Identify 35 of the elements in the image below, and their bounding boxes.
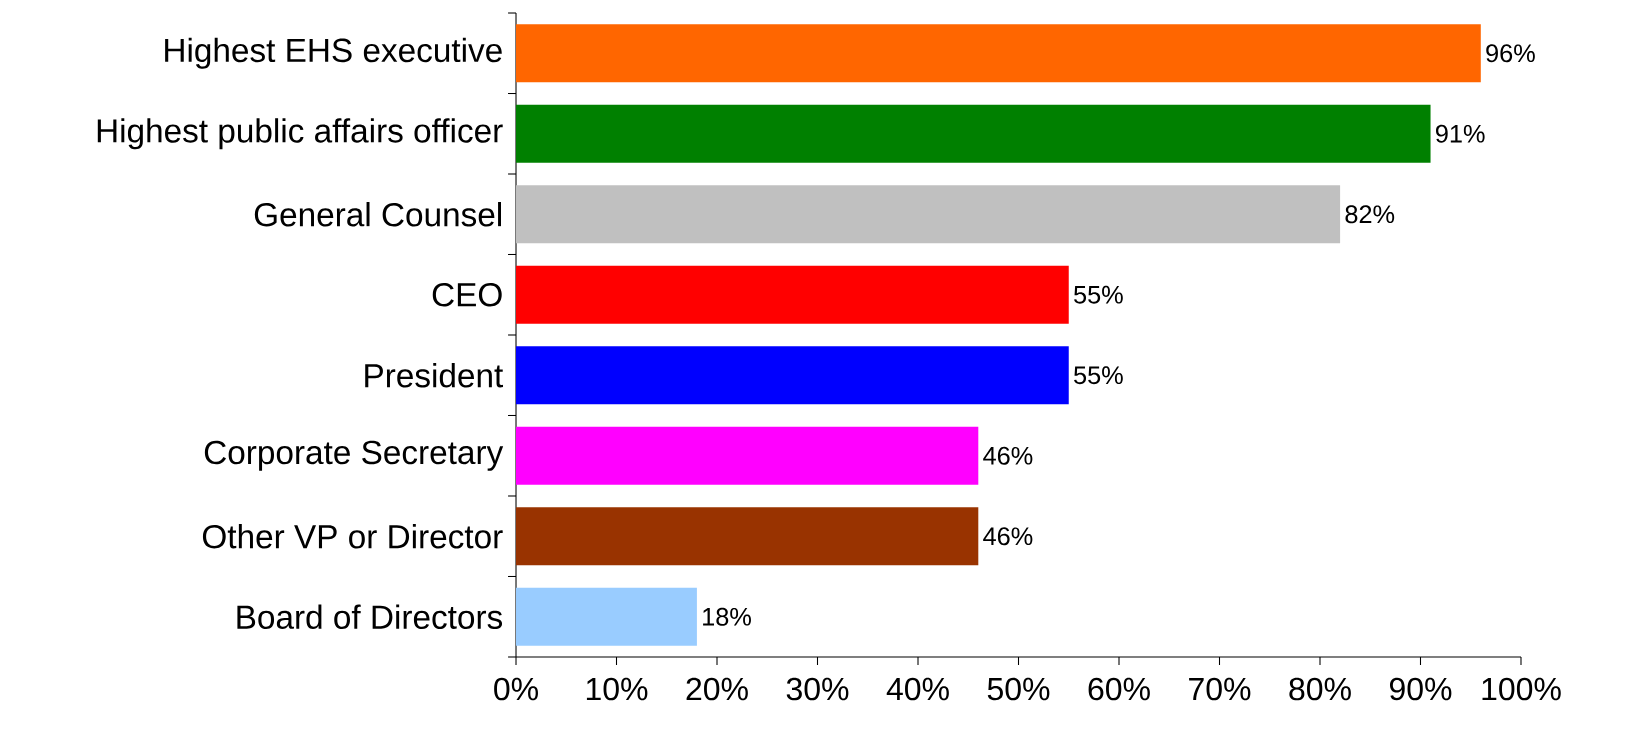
bar — [516, 587, 697, 646]
data-label: 55% — [1074, 366, 1123, 385]
x-tick-label: 0% — [494, 677, 538, 701]
data-label: 55% — [1074, 285, 1123, 304]
y-tick-label: Highest public affairs officer — [97, 118, 503, 150]
x-tick-label: 60% — [1088, 677, 1150, 701]
bar — [516, 346, 1069, 405]
data-label: 96% — [1486, 44, 1535, 63]
bar — [516, 265, 1069, 324]
data-label: 82% — [1345, 205, 1395, 224]
x-tick-label: 10% — [586, 677, 648, 701]
data-label: 46% — [983, 446, 1033, 465]
data-label: 91% — [1436, 124, 1485, 143]
x-tick-label: 90% — [1389, 677, 1452, 701]
y-tick-label: General Counsel — [254, 202, 501, 227]
x-tick-label: 40% — [886, 677, 949, 701]
x-tick-label: 30% — [786, 677, 849, 701]
x-tick-label: 50% — [987, 677, 1050, 701]
y-tick-label: Board of Directors — [237, 604, 503, 629]
x-tick-label: 80% — [1289, 677, 1351, 701]
data-label: 46% — [983, 527, 1033, 546]
y-tick-label: Highest EHS executive — [165, 37, 502, 69]
y-tick-label: President — [365, 363, 504, 388]
bar — [516, 104, 1431, 163]
y-tick-label: Corporate Secretary — [204, 440, 504, 471]
bar — [516, 24, 1481, 83]
data-label: 18% — [703, 607, 751, 626]
y-tick-label: Other VP or Director — [202, 524, 503, 549]
y-tick-label: CEO — [432, 282, 502, 307]
bar — [516, 185, 1341, 244]
x-tick-label: 20% — [686, 677, 748, 701]
x-tick-label: 70% — [1189, 677, 1251, 701]
bar — [516, 426, 979, 485]
bar — [516, 507, 979, 566]
x-tick-label: 100% — [1482, 677, 1561, 701]
